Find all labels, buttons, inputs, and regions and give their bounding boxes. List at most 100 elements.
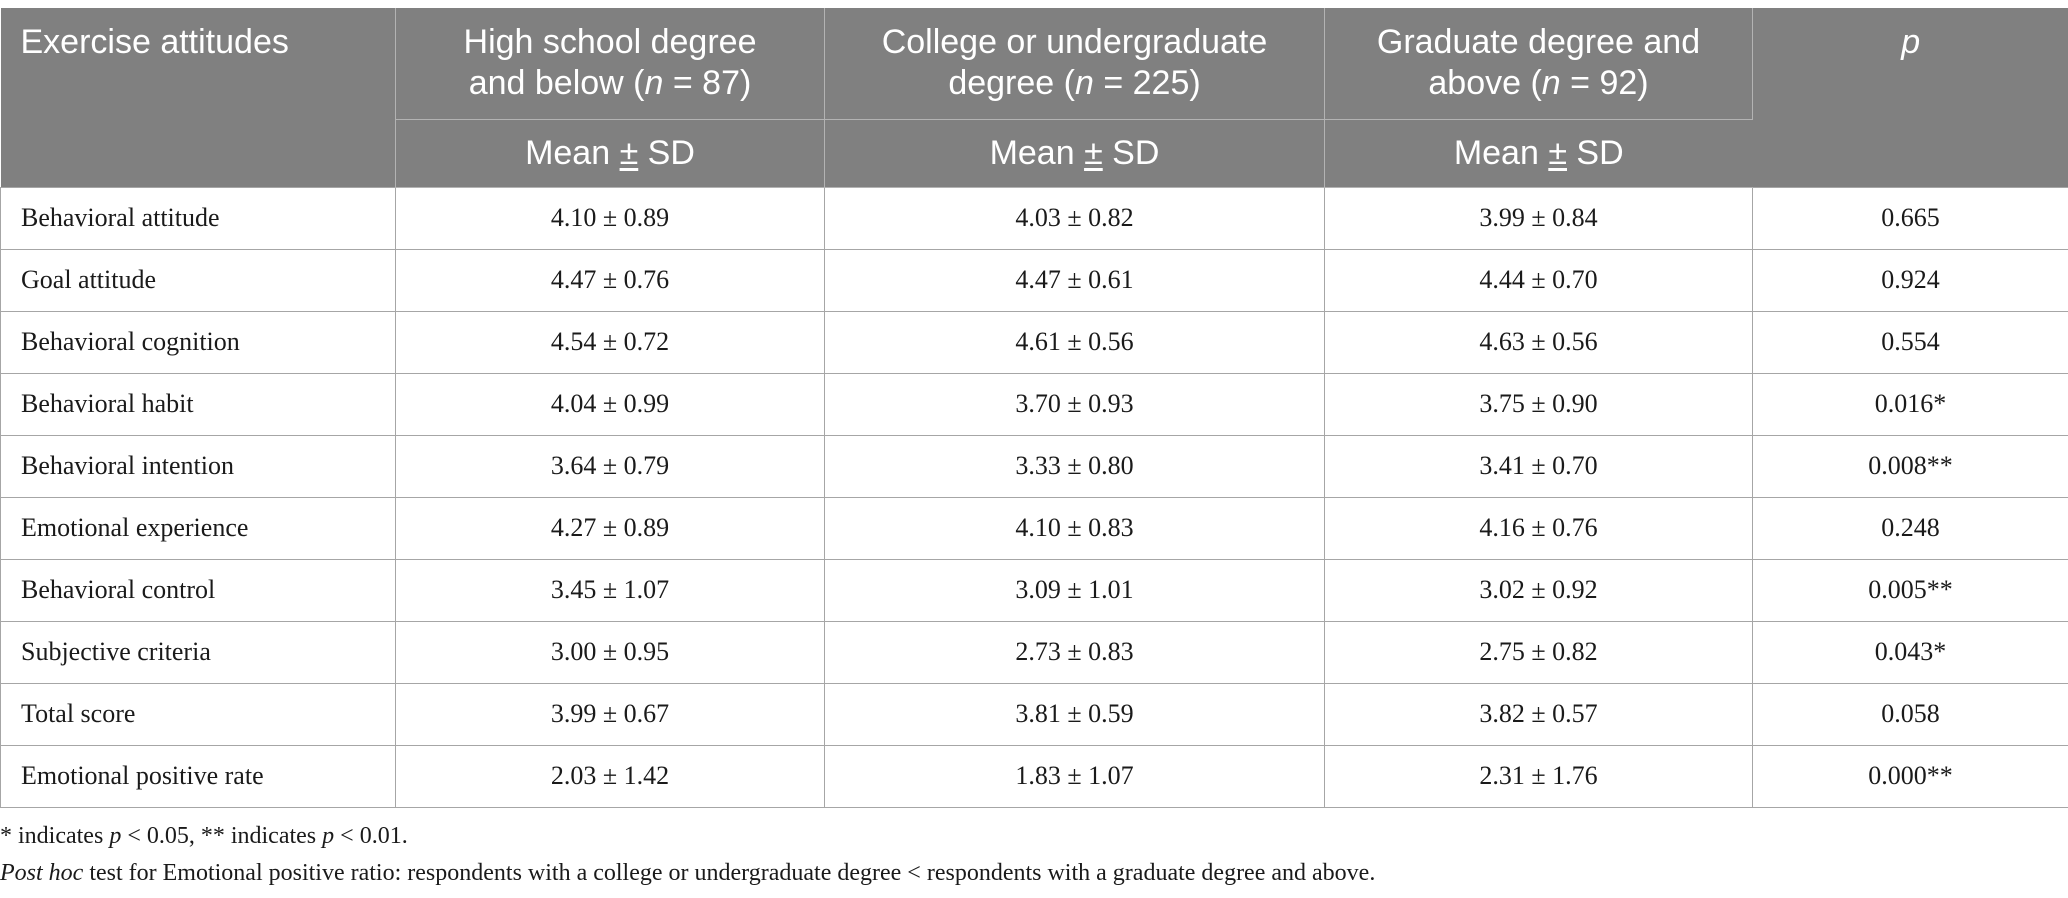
cell-p-value: 0.043* xyxy=(1752,620,2068,684)
cell-high-school: 4.27 ± 0.89 xyxy=(395,496,825,560)
row-label: Behavioral intention xyxy=(0,434,396,498)
subheader-mean-text: Mean xyxy=(989,133,1085,172)
cell-high-school: 4.47 ± 0.76 xyxy=(395,248,825,312)
cell-college: 4.03 ± 0.82 xyxy=(824,186,1325,250)
cell-college: 4.10 ± 0.83 xyxy=(824,496,1325,560)
table-header: Exercise attitudes High school degree an… xyxy=(0,8,2068,188)
header-college: College or undergraduate degree (n = 225… xyxy=(824,8,1325,120)
cell-college: 3.09 ± 1.01 xyxy=(824,558,1325,622)
cell-p-value: 0.248 xyxy=(1752,496,2068,560)
row-label: Behavioral habit xyxy=(0,372,396,436)
header-graduate-line2-post: = 92) xyxy=(1560,64,1649,102)
cell-p-value: 0.008** xyxy=(1752,434,2068,498)
cell-graduate: 2.75 ± 0.82 xyxy=(1324,620,1753,684)
table-row: Behavioral control 3.45 ± 1.07 3.09 ± 1.… xyxy=(0,558,2068,622)
cell-graduate: 4.16 ± 0.76 xyxy=(1324,496,1753,560)
header-exercise-attitudes: Exercise attitudes xyxy=(0,8,396,187)
cell-p-value: 0.058 xyxy=(1752,682,2068,746)
row-label: Behavioral cognition xyxy=(0,310,396,374)
subheader-pm-symbol: ± xyxy=(1084,133,1103,172)
cell-p-value: 0.924 xyxy=(1752,248,2068,312)
header-graduate: Graduate degree and above (n = 92) xyxy=(1324,8,1753,120)
cell-high-school: 3.64 ± 0.79 xyxy=(395,434,825,498)
header-high-school-line2-post: = 87) xyxy=(663,64,752,102)
table-row: Behavioral attitude 4.10 ± 0.89 4.03 ± 0… xyxy=(0,186,2068,250)
cell-college: 2.73 ± 0.83 xyxy=(824,620,1325,684)
cell-p-value: 0.005** xyxy=(1752,558,2068,622)
subheader-mean-text: Mean xyxy=(1453,133,1549,172)
table-row: Behavioral cognition 4.54 ± 0.72 4.61 ± … xyxy=(0,310,2068,374)
subheader-pm-symbol: ± xyxy=(619,133,639,172)
header-college-line1: College or undergraduate xyxy=(881,23,1268,61)
cell-high-school: 4.10 ± 0.89 xyxy=(395,186,825,250)
cell-graduate: 4.44 ± 0.70 xyxy=(1324,248,1753,312)
table-row: Emotional experience 4.27 ± 0.89 4.10 ± … xyxy=(0,496,2068,560)
footnote-text: test for Emotional positive ratio: respo… xyxy=(83,860,1376,886)
table-footnotes: * indicates p < 0.05, ** indicates p < 0… xyxy=(0,818,1375,892)
header-n-symbol: n xyxy=(1074,64,1094,102)
cell-graduate: 3.41 ± 0.70 xyxy=(1324,434,1753,498)
cell-graduate: 3.99 ± 0.84 xyxy=(1324,186,1753,250)
cell-high-school: 4.04 ± 0.99 xyxy=(395,372,825,436)
cell-graduate: 3.75 ± 0.90 xyxy=(1324,372,1753,436)
cell-college: 4.61 ± 0.56 xyxy=(824,310,1325,374)
footnote-text: < 0.05, ** indicates xyxy=(121,823,323,849)
subheader-mean-sd: Mean ± SD xyxy=(824,119,1325,188)
row-label: Behavioral control xyxy=(0,558,396,622)
header-college-line2-pre: degree ( xyxy=(948,64,1075,102)
exercise-attitudes-table: Exercise attitudes High school degree an… xyxy=(0,8,2068,808)
row-label: Subjective criteria xyxy=(0,620,396,684)
row-label: Goal attitude xyxy=(0,248,396,312)
subheader-sd-text: SD xyxy=(638,133,695,172)
footnote-p-symbol: p xyxy=(322,823,335,849)
cell-p-value: 0.554 xyxy=(1752,310,2068,374)
footnote-p-symbol: p xyxy=(109,823,122,849)
cell-high-school: 2.03 ± 1.42 xyxy=(395,744,825,808)
footnote-post-hoc-label: Post hoc xyxy=(0,860,84,886)
header-high-school-line1: High school degree xyxy=(463,23,757,61)
table-row: Behavioral intention 3.64 ± 0.79 3.33 ± … xyxy=(0,434,2068,498)
row-label: Emotional experience xyxy=(0,496,396,560)
cell-college: 3.81 ± 0.59 xyxy=(824,682,1325,746)
header-graduate-line1: Graduate degree and xyxy=(1376,23,1701,61)
cell-graduate: 2.31 ± 1.76 xyxy=(1324,744,1753,808)
subheader-sd-text: SD xyxy=(1566,133,1624,172)
results-table-container: Exercise attitudes High school degree an… xyxy=(0,8,2068,808)
subheader-sd-text: SD xyxy=(1102,133,1160,172)
cell-college: 3.70 ± 0.93 xyxy=(824,372,1325,436)
cell-high-school: 3.45 ± 1.07 xyxy=(395,558,825,622)
table-row: Total score 3.99 ± 0.67 3.81 ± 0.59 3.82… xyxy=(0,682,2068,746)
cell-college: 4.47 ± 0.61 xyxy=(824,248,1325,312)
subheader-mean-sd: Mean ± SD xyxy=(395,119,825,188)
table-body: Behavioral attitude 4.10 ± 0.89 4.03 ± 0… xyxy=(0,186,2068,808)
footnote-significance: * indicates p < 0.05, ** indicates p < 0… xyxy=(0,818,1375,855)
row-label: Emotional positive rate xyxy=(0,744,396,808)
table-row: Goal attitude 4.47 ± 0.76 4.47 ± 0.61 4.… xyxy=(0,248,2068,312)
cell-high-school: 3.99 ± 0.67 xyxy=(395,682,825,746)
table-row: Subjective criteria 3.00 ± 0.95 2.73 ± 0… xyxy=(0,620,2068,684)
header-p-value: p xyxy=(1752,8,2068,187)
table-row: Behavioral habit 4.04 ± 0.99 3.70 ± 0.93… xyxy=(0,372,2068,436)
subheader-mean-sd: Mean ± SD xyxy=(1324,119,1753,188)
footnote-post-hoc: Post hoc test for Emotional positive rat… xyxy=(0,855,1375,892)
cell-graduate: 3.02 ± 0.92 xyxy=(1324,558,1753,622)
cell-high-school: 3.00 ± 0.95 xyxy=(395,620,825,684)
cell-p-value: 0.016* xyxy=(1752,372,2068,436)
subheader-mean-text: Mean xyxy=(525,133,620,172)
header-high-school: High school degree and below (n = 87) xyxy=(395,8,825,120)
subheader-pm-symbol: ± xyxy=(1548,133,1567,172)
cell-high-school: 4.54 ± 0.72 xyxy=(395,310,825,374)
cell-p-value: 0.000** xyxy=(1752,744,2068,808)
cell-college: 1.83 ± 1.07 xyxy=(824,744,1325,808)
header-n-symbol: n xyxy=(1541,64,1561,102)
cell-graduate: 3.82 ± 0.57 xyxy=(1324,682,1753,746)
header-graduate-line2-pre: above ( xyxy=(1428,64,1542,102)
cell-p-value: 0.665 xyxy=(1752,186,2068,250)
table-row: Emotional positive rate 2.03 ± 1.42 1.83… xyxy=(0,744,2068,808)
footnote-text: * indicates xyxy=(0,823,110,849)
row-label: Total score xyxy=(0,682,396,746)
cell-college: 3.33 ± 0.80 xyxy=(824,434,1325,498)
header-n-symbol: n xyxy=(644,64,664,102)
header-college-line2-post: = 225) xyxy=(1093,64,1201,102)
footnote-text: < 0.01. xyxy=(334,823,408,849)
